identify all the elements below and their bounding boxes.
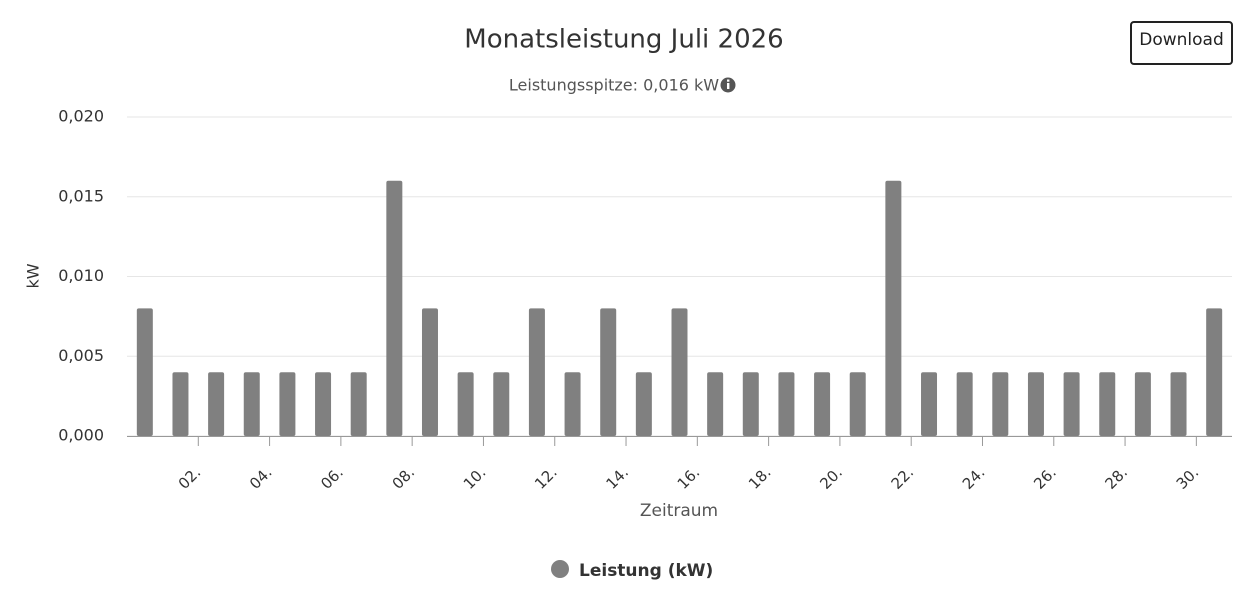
bar (1170, 372, 1187, 436)
bar (885, 180, 902, 436)
x-tick-label: 10. (460, 463, 490, 493)
bar (778, 372, 795, 436)
bar (208, 372, 225, 436)
download-button[interactable]: Download (1130, 21, 1233, 65)
bar (707, 372, 724, 436)
bar (1063, 372, 1080, 436)
bar (421, 308, 438, 436)
x-tick-label: 18. (745, 463, 775, 493)
bar (243, 372, 260, 436)
chart-title: Monatsleistung Juli 2026 (464, 25, 783, 55)
bar (136, 308, 153, 436)
bar (528, 308, 545, 436)
bar (172, 372, 189, 436)
x-axis-label: Zeitraum (640, 501, 718, 521)
bar (1099, 372, 1116, 436)
x-tick-label: 16. (674, 463, 704, 493)
bar (1134, 372, 1151, 436)
bar (1206, 308, 1223, 436)
y-tick-label: 0,020 (58, 107, 104, 126)
bar (742, 372, 759, 436)
chart-subtitle: Leistungsspitze: 0,016 kW (509, 76, 719, 95)
bar (956, 372, 973, 436)
x-tick-label: 14. (602, 463, 632, 493)
x-tick-label: 24. (959, 463, 989, 493)
bar (279, 372, 296, 436)
bar (386, 180, 403, 436)
y-tick-label: 0,010 (58, 266, 104, 285)
x-tick-label: 12. (531, 463, 561, 493)
bar (564, 372, 581, 436)
y-tick-label: 0,015 (58, 186, 104, 205)
bar (350, 372, 367, 436)
y-tick-label: 0,005 (58, 346, 104, 365)
x-tick-label: 26. (1030, 463, 1060, 493)
x-tick-label: 30. (1173, 463, 1203, 493)
bar (992, 372, 1009, 436)
bar (315, 372, 332, 436)
y-axis-label: kW (24, 263, 43, 288)
bar (921, 372, 938, 436)
x-tick-label: 06. (317, 463, 347, 493)
bar (1027, 372, 1044, 436)
x-tick-label: 20. (816, 463, 846, 493)
x-tick-label: 02. (175, 463, 205, 493)
bar (814, 372, 831, 436)
x-tick-label: 08. (389, 463, 419, 493)
bar (849, 372, 866, 436)
bar (671, 308, 688, 436)
legend-marker[interactable] (551, 560, 569, 578)
bar (600, 308, 617, 436)
info-icon (720, 77, 736, 93)
legend-label[interactable]: Leistung (kW) (579, 561, 713, 581)
bar (635, 372, 652, 436)
bar (493, 372, 510, 436)
y-tick-label: 0,000 (58, 426, 104, 445)
x-tick-label: 28. (1101, 463, 1131, 493)
bar (457, 372, 474, 436)
x-tick-label: 22. (888, 463, 918, 493)
x-tick-label: 04. (246, 463, 276, 493)
